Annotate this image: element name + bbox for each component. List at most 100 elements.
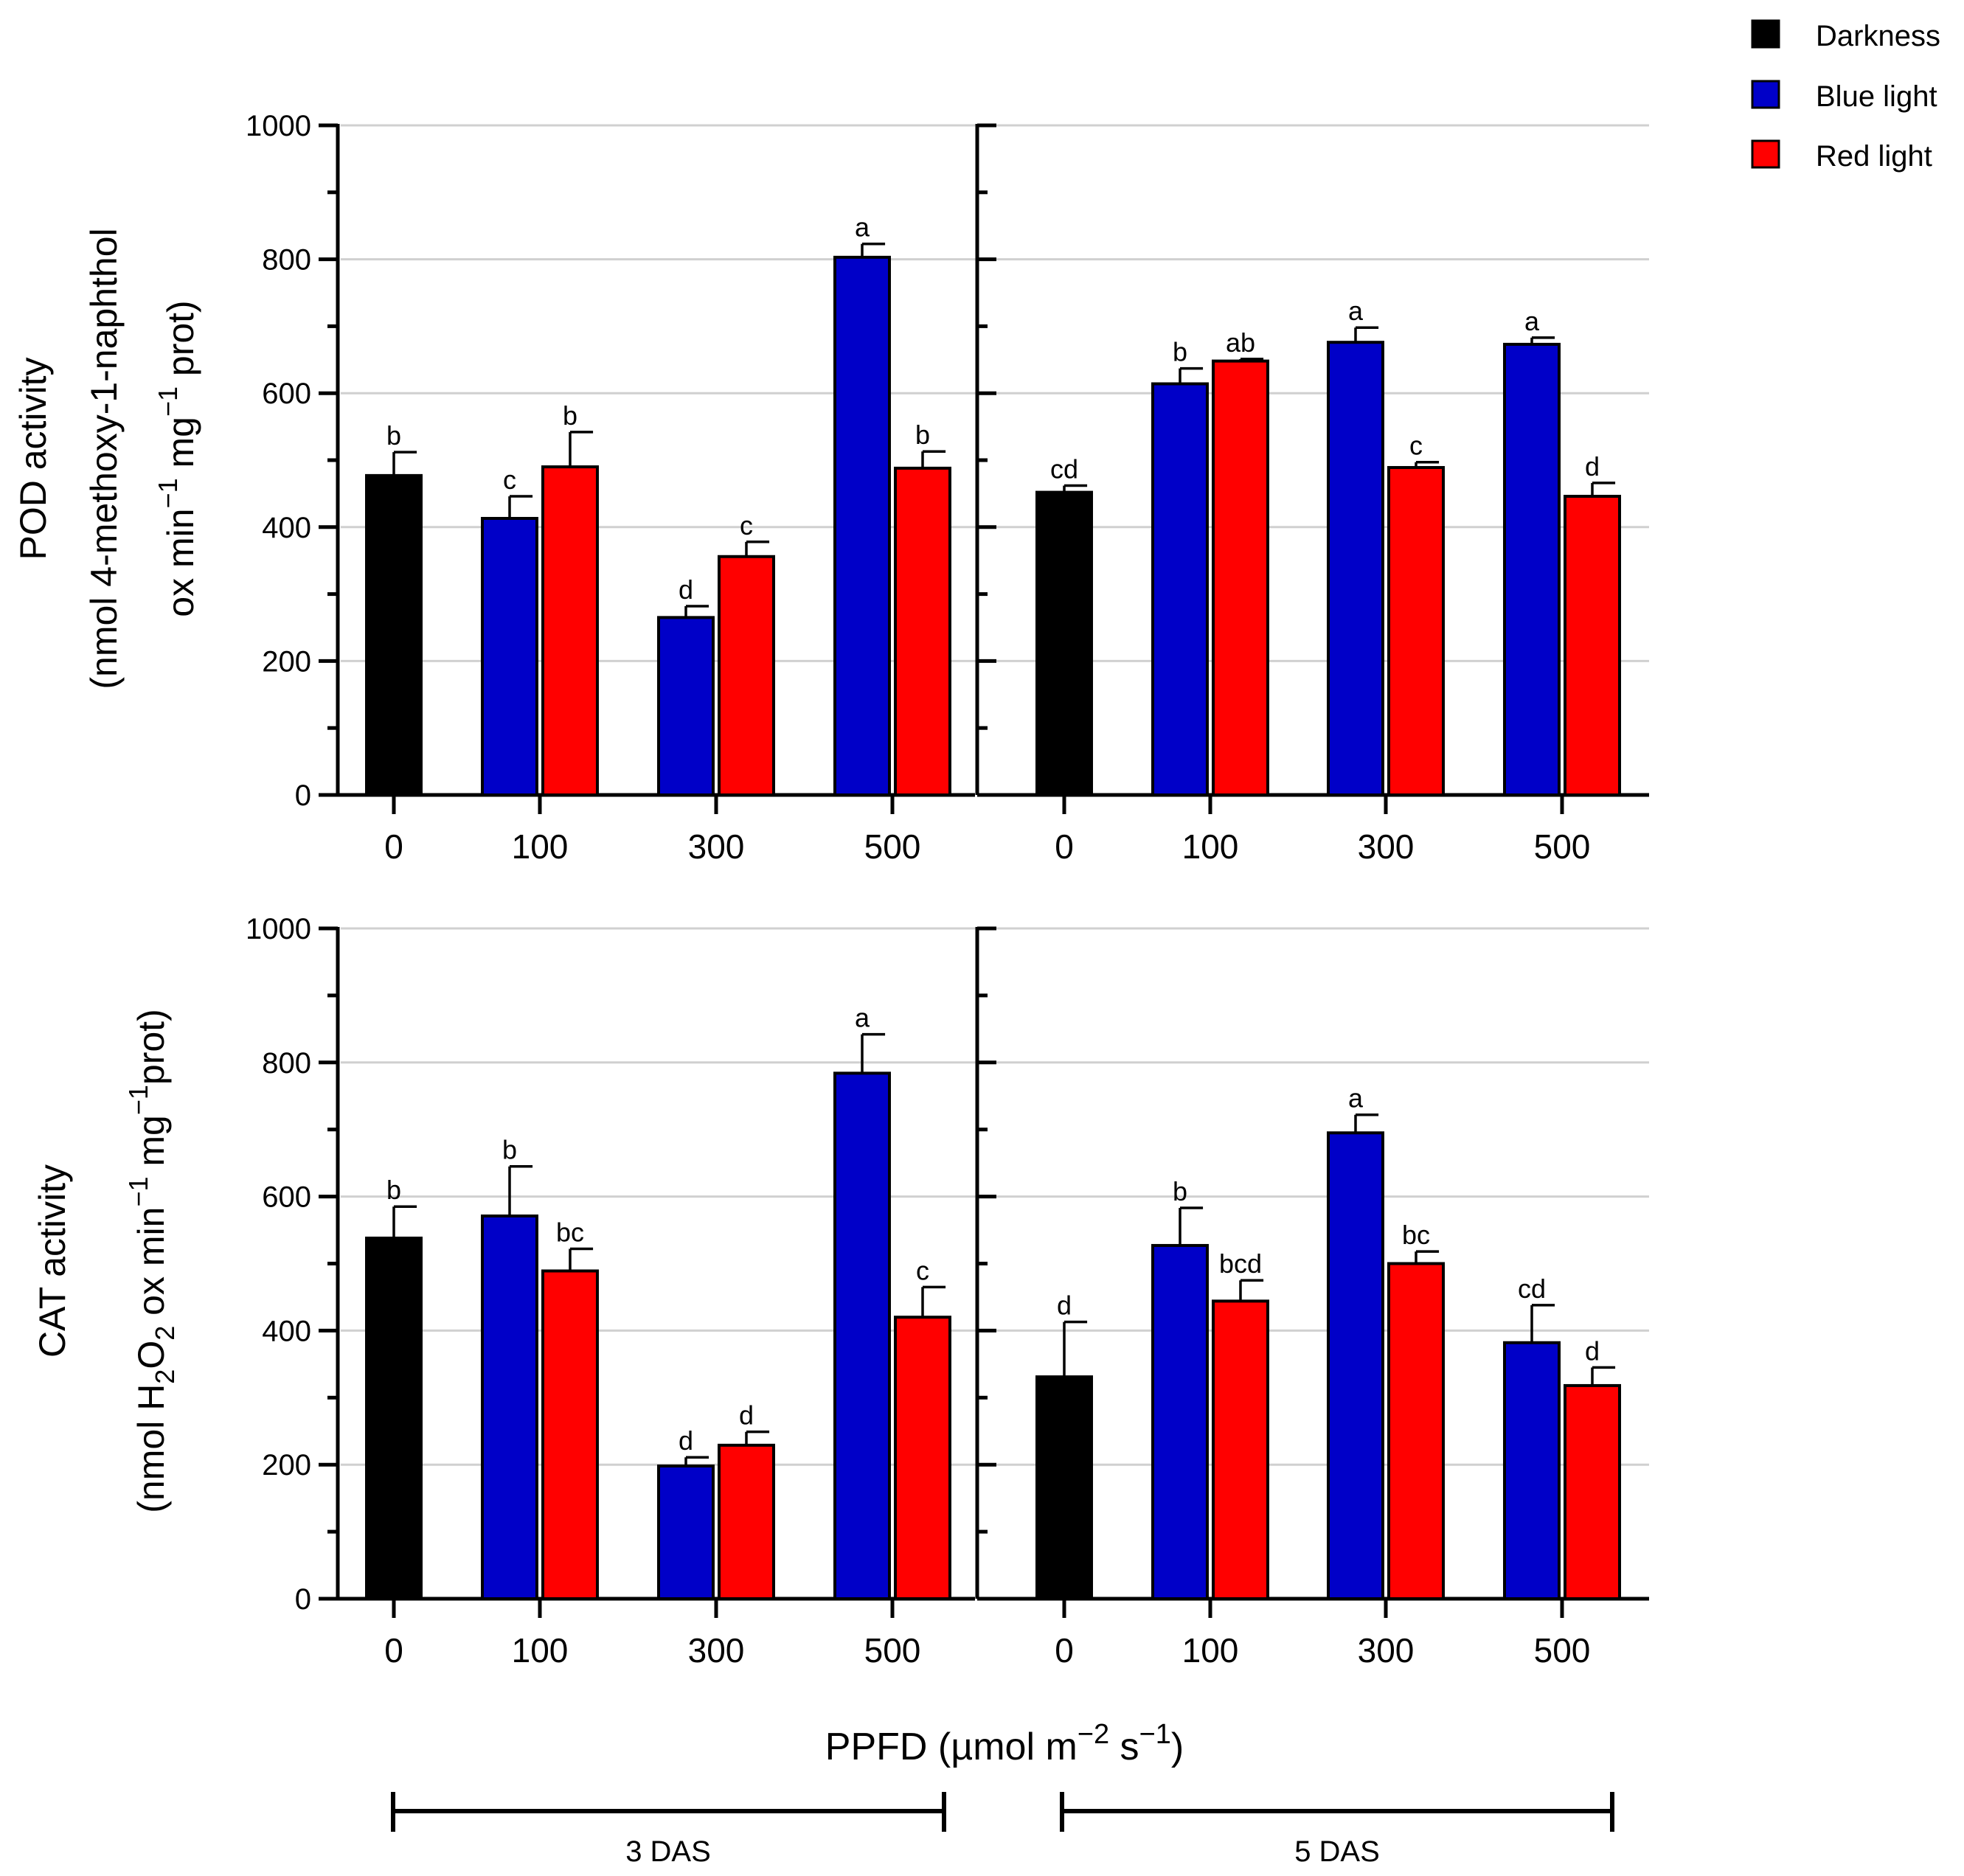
legend-swatch-darkness xyxy=(1751,19,1780,49)
cat-x-tick-label: 500 xyxy=(1534,1631,1591,1670)
pod-x-tick-label: 300 xyxy=(1358,827,1415,866)
cat-bar xyxy=(1212,1299,1269,1601)
pod-x-tick-label: 500 xyxy=(864,827,921,866)
pod-bar xyxy=(365,473,423,796)
pod-x-tick-label: 500 xyxy=(1534,827,1591,866)
cat-sig-label: b xyxy=(386,1175,401,1205)
das-bracket-3: 3 DAS xyxy=(391,1792,946,1868)
cat-bar xyxy=(1564,1383,1621,1600)
pod-sig-label: d xyxy=(1585,451,1600,482)
plots: 020040060080010000b100cb300dc500ab0cd100… xyxy=(246,110,1649,1670)
pod-sig-label: c xyxy=(503,465,516,495)
pod-bar xyxy=(718,555,775,796)
pod-bar xyxy=(481,516,538,796)
x-axis-title: PPFD (µmol m−2 s−1) xyxy=(825,1719,1184,1768)
pod-ylabel-line2: (nmol 4-methoxy-1-naphthol xyxy=(83,228,125,689)
cat-x-tick-label: 500 xyxy=(864,1631,921,1670)
cat-bar xyxy=(1387,1262,1445,1600)
cat-bar xyxy=(541,1269,599,1601)
pod-sig-label: b xyxy=(386,420,401,451)
pod-bar xyxy=(541,465,599,797)
cat-bar xyxy=(481,1214,538,1601)
pod-sig-label: a xyxy=(1348,296,1364,326)
cat-y-axis: 0 200 400 600 800 1000 xyxy=(246,913,996,1616)
cat-sig-label: d xyxy=(739,1400,754,1431)
cat-sig-label: bcd xyxy=(1219,1248,1262,1279)
cat-x-tick-label: 100 xyxy=(512,1631,569,1670)
pod-sig-label: cd xyxy=(1050,454,1078,484)
pod-sig-label: a xyxy=(855,212,870,243)
legend-swatch-blue xyxy=(1751,80,1780,109)
pod-y-tick-label: 200 xyxy=(262,645,311,678)
pod-sig-label: b xyxy=(915,420,930,450)
pod-x-tick-label: 0 xyxy=(384,827,403,866)
pod-ylabel: POD activity (nmol 4-methoxy-1-naphthol … xyxy=(13,228,201,689)
pod-x-tick-label: 100 xyxy=(512,827,569,866)
pod-y-axis: 0 200 400 600 800 1000 xyxy=(246,110,996,812)
pod-x-tick-label: 300 xyxy=(688,827,745,866)
cat-bar xyxy=(894,1316,951,1600)
cat-sig-label: cd xyxy=(1518,1274,1546,1304)
cat-bar xyxy=(1503,1341,1561,1600)
cat-sig-label: d xyxy=(1057,1290,1072,1321)
cat-y-tick-label: 600 xyxy=(262,1181,311,1214)
pod-y-tick-label: 600 xyxy=(262,378,311,410)
pod-x-tick-label: 100 xyxy=(1182,827,1239,866)
das-label-5: 5 DAS xyxy=(1294,1835,1380,1868)
pod-y-tick-label: 400 xyxy=(262,512,311,544)
pod-bar xyxy=(1387,465,1445,796)
cat-bar xyxy=(657,1465,715,1600)
pod-bar xyxy=(833,255,891,797)
cat-y-tick-label: 200 xyxy=(262,1449,311,1481)
legend-label-blue: Blue light xyxy=(1816,80,1937,113)
cat-bar xyxy=(718,1443,775,1600)
legend-label-red: Red light xyxy=(1816,140,1932,173)
pod-bar xyxy=(1035,490,1093,796)
das-label-3: 3 DAS xyxy=(625,1835,711,1868)
pod-y-tick-label: 800 xyxy=(262,244,311,277)
pod-y-tick-label: 0 xyxy=(295,779,311,812)
das-bracket-5: 5 DAS xyxy=(1060,1792,1614,1868)
pod-bar xyxy=(1212,359,1269,796)
legend: Darkness Blue light Red light xyxy=(1751,19,1940,173)
pod-sig-label: a xyxy=(1524,306,1540,336)
cat-x-tick-label: 100 xyxy=(1182,1631,1239,1670)
cat-panel-1: 0 b 100 b bc 300 d d 500 a c xyxy=(338,1003,975,1670)
cat-bar xyxy=(365,1236,423,1600)
pod-bar xyxy=(1327,341,1384,796)
pod-bar xyxy=(1151,382,1209,796)
cat-y-tick-label: 400 xyxy=(262,1315,311,1347)
pod-panel-1: 0 b 100 c b 300 d c 500 a b xyxy=(338,212,975,866)
cat-x-tick-label: 300 xyxy=(1358,1631,1415,1670)
cat-sig-label: a xyxy=(855,1003,870,1033)
cat-y-tick-label: 0 xyxy=(295,1583,311,1616)
cat-sig-label: d xyxy=(1585,1335,1600,1366)
pod-y-tick-label: 1000 xyxy=(246,110,311,142)
pod-bar xyxy=(1503,342,1561,796)
cat-bar xyxy=(1151,1243,1209,1601)
cat-bar xyxy=(1035,1375,1093,1600)
cat-panel-2: 0 d 100 b bcd 300 a bc 500 cd d xyxy=(977,1083,1649,1670)
pod-bar xyxy=(657,616,715,796)
pod-ylabel-line3: ox min−1 mg−1 prot) xyxy=(153,300,201,616)
cat-sig-label: bc xyxy=(556,1217,584,1248)
cat-sig-label: d xyxy=(679,1425,693,1456)
cat-x-tick-label: 0 xyxy=(1055,1631,1074,1670)
pod-sig-label: c xyxy=(740,510,753,541)
cat-sig-label: a xyxy=(1348,1083,1364,1114)
cat-sig-label: c xyxy=(916,1255,929,1285)
cat-chart: 0 200 400 600 800 1000 0 b 100 b bc 300 d d 500 a c 0 d 100… xyxy=(246,913,1649,1670)
cat-sig-label: b xyxy=(502,1135,517,1165)
cat-bar xyxy=(833,1071,891,1600)
cat-bar xyxy=(1327,1131,1384,1600)
pod-bar xyxy=(1564,495,1621,796)
pod-chart: 020040060080010000b100cb300dc500ab0cd100… xyxy=(246,110,1649,866)
pod-bar xyxy=(894,466,951,796)
cat-ylabel-line2: (nmol H2O2 ox min−1 mg−1prot) xyxy=(123,1009,180,1512)
cat-y-tick-label: 800 xyxy=(262,1047,311,1080)
cat-sig-label: bc xyxy=(1402,1220,1430,1250)
cat-ylabel-line1: CAT activity xyxy=(32,1164,73,1358)
cat-ylabel: CAT activity (nmol H2O2 ox min−1 mg−1pro… xyxy=(32,1009,180,1512)
pod-sig-label: ab xyxy=(1226,327,1255,358)
